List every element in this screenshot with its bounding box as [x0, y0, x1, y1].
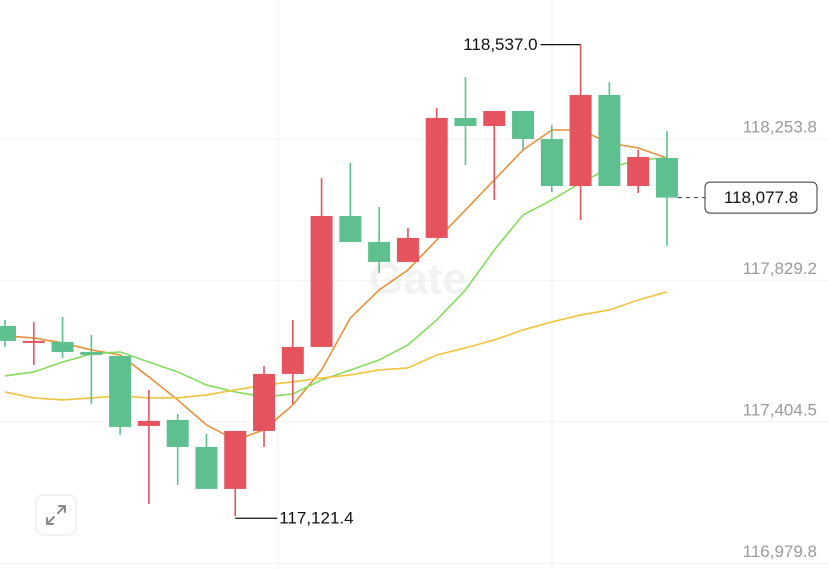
candle-body	[512, 111, 535, 139]
candle-body	[166, 419, 189, 447]
last-price-box	[704, 181, 818, 214]
grid-layer: 118,253.8 117,829.2 117,404.5 116,979.8	[0, 117, 829, 564]
expand-icon[interactable]	[46, 505, 66, 525]
candle-body	[569, 94, 592, 186]
watermark: Gate	[369, 255, 467, 304]
candle-body	[339, 215, 362, 242]
moving-average-line	[4, 129, 668, 441]
candle-body	[454, 117, 477, 126]
expand-button-frame[interactable]	[35, 494, 77, 536]
last-price-label: 118,077.8	[724, 188, 798, 207]
y-tick-label: 116,979.8	[743, 542, 817, 561]
candle-body	[253, 373, 276, 431]
candle-body	[0, 325, 16, 341]
candle-body	[51, 341, 74, 352]
candle-body	[80, 351, 103, 355]
y-tick-label: 117,829.2	[743, 259, 817, 278]
expand-button[interactable]	[35, 494, 77, 536]
candle-body	[224, 430, 247, 489]
candle-body	[627, 156, 650, 186]
candle-body	[368, 241, 391, 262]
candle-body	[598, 94, 621, 186]
candle-body	[396, 237, 419, 262]
candle-body	[310, 215, 333, 347]
low-label: 117,121.4	[279, 509, 353, 528]
moving-average-line	[4, 291, 668, 401]
candle-body	[22, 340, 45, 343]
candle-body	[137, 420, 160, 426]
high-label: 118,537.0	[463, 35, 537, 54]
moving-average-line	[4, 157, 667, 398]
candle-body	[655, 157, 678, 198]
candle-layer	[0, 44, 678, 517]
y-tick-label: 118,253.8	[743, 117, 817, 136]
annotation-layer: 118,537.0 117,121.4 118,077.8	[235, 35, 818, 528]
candle-body	[425, 117, 448, 238]
moving-average-layer	[4, 129, 668, 441]
candle-body	[195, 446, 218, 489]
y-tick-label: 117,404.5	[743, 400, 817, 419]
candle-body	[109, 355, 132, 427]
candle-body	[540, 138, 563, 186]
candle-body	[483, 111, 506, 126]
candle-body	[281, 346, 304, 374]
